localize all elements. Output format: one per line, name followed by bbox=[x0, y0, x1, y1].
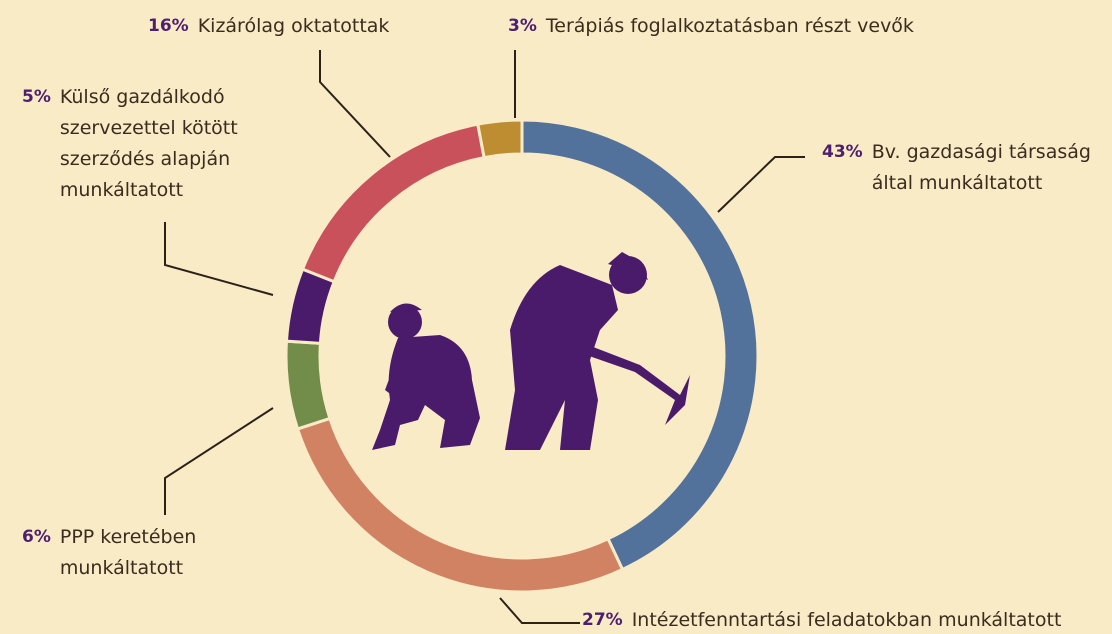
donut-segment bbox=[284, 339, 332, 431]
leader-line bbox=[164, 407, 274, 515]
leader-line bbox=[499, 597, 580, 624]
slice-label: 3% Terápiás foglalkoztatásban részt vevők bbox=[508, 11, 966, 42]
slice-percent: 27% bbox=[582, 610, 623, 630]
slice-name: Terápiás foglalkoztatásban részt vevők bbox=[545, 15, 914, 37]
workers-illustration bbox=[372, 252, 690, 450]
slice-label: 27% Intézetfenntartási feladatokban munká… bbox=[582, 605, 1112, 634]
slice-name: Kizárólag oktatottak bbox=[197, 15, 390, 37]
slice-percent: 43% bbox=[822, 142, 863, 162]
slice-name: Intézetfenntartási feladatokban munkálta… bbox=[631, 609, 1062, 631]
leader-lines bbox=[164, 50, 805, 624]
donut-segment bbox=[476, 118, 524, 160]
leader-line bbox=[717, 156, 805, 213]
slice-percent: 5% bbox=[22, 87, 51, 107]
slice-percent: 3% bbox=[508, 16, 537, 36]
slice-percent: 6% bbox=[22, 527, 51, 547]
slice-name: PPP keretében munkáltatott bbox=[59, 526, 197, 579]
slice-label: 5% Külső gazdálkodó szervezettel kötött s… bbox=[22, 82, 260, 206]
donut-segment bbox=[300, 122, 486, 284]
slice-name: Bv. gazdasági társaság által munkáltatot… bbox=[871, 141, 1091, 194]
slice-label: 43% Bv. gazdasági társaság által munkálta… bbox=[822, 137, 1102, 199]
slice-name: Külső gazdálkodó szervezettel kötött sze… bbox=[59, 86, 238, 201]
leader-line bbox=[319, 50, 391, 158]
slice-label: 6% PPP keretében munkáltatott bbox=[22, 522, 220, 584]
slice-label: 16% Kizárólag oktatottak bbox=[148, 11, 438, 42]
slice-percent: 16% bbox=[148, 16, 189, 36]
leader-line bbox=[164, 222, 274, 296]
